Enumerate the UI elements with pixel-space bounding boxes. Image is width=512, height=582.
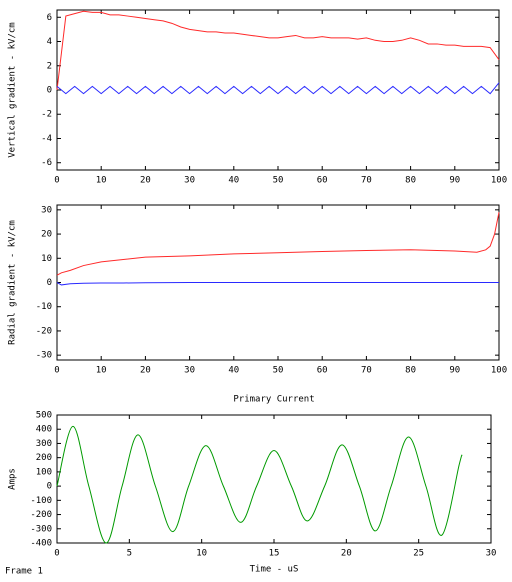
plot-frame [56,414,492,544]
x-tick-label: 30 [184,366,195,376]
x-tick-label: 30 [486,549,497,559]
x-tick-label: 10 [96,176,107,186]
y-tick-label: -400 [30,539,52,549]
x-tick-label: 100 [491,176,507,186]
x-tick-label: 10 [196,549,207,559]
x-tick-label: 20 [341,549,352,559]
x-tick-label: 90 [449,176,460,186]
y-axis-label: Radial gradient - kV/cm [8,220,18,345]
y-tick-label: 2 [47,61,52,71]
data-line [56,212,500,276]
x-tick-label: 0 [54,366,59,376]
x-tick-label: 30 [184,176,195,186]
x-tick-label: 80 [405,176,416,186]
y-tick-label: 6 [47,13,52,23]
x-tick-label: 50 [273,366,284,376]
y-tick-label: 0 [47,86,52,96]
x-tick-label: 70 [361,366,372,376]
y-tick-label: 200 [36,453,52,463]
y-tick-label: -4 [41,134,52,144]
x-tick-label: 60 [317,366,328,376]
x-axis-label: Time - uS [250,565,299,575]
x-tick-label: 0 [54,176,59,186]
x-tick-label: 90 [449,366,460,376]
y-tick-label: -200 [30,510,52,520]
y-tick-label: 0 [47,482,52,492]
data-line [56,282,499,286]
y-tick-label: -10 [36,302,52,312]
y-tick-label: 500 [36,411,52,421]
x-tick-label: 0 [54,549,59,559]
y-tick-label: -100 [30,496,52,506]
x-tick-label: 25 [413,549,424,559]
x-tick-label: 80 [405,366,416,376]
y-axis-label: Vertical gradient - kV/cm [8,22,18,157]
data-line [56,82,500,95]
x-tick-label: 40 [228,176,239,186]
y-tick-label: 30 [41,205,52,215]
y-axis-label: Amps [8,468,18,490]
chart-title: Primary Current [233,395,314,405]
y-tick-label: -20 [36,326,52,336]
data-line [56,10,500,91]
x-tick-label: 10 [96,366,107,376]
y-tick-label: 4 [47,37,52,47]
y-tick-label: 100 [36,467,52,477]
x-tick-label: 5 [127,549,132,559]
x-tick-label: 20 [140,366,151,376]
x-tick-label: 100 [491,366,507,376]
x-tick-label: 20 [140,176,151,186]
y-tick-label: 400 [36,425,52,435]
frame-label: Frame 1 [5,567,43,577]
y-tick-label: 300 [36,439,52,449]
y-tick-label: 20 [41,230,52,240]
y-tick-label: -30 [36,351,52,361]
y-tick-label: 10 [41,254,52,264]
x-tick-label: 40 [228,366,239,376]
y-tick-label: -6 [41,158,52,168]
x-tick-label: 60 [317,176,328,186]
data-line [56,425,463,544]
x-tick-label: 70 [361,176,372,186]
y-tick-label: -2 [41,110,52,120]
y-tick-label: -300 [30,524,52,534]
x-tick-label: 50 [273,176,284,186]
x-tick-label: 15 [269,549,280,559]
y-tick-label: 0 [47,278,52,288]
